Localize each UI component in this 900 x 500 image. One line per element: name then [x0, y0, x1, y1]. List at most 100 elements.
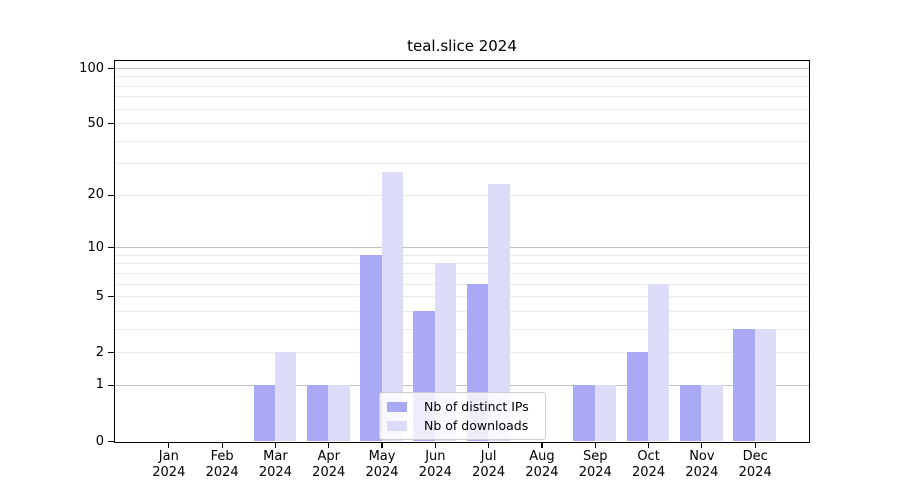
x-tick-label-line: Oct: [637, 449, 660, 464]
bar-nb-of-distinct-ips-apr-2024: [306, 384, 329, 441]
x-tick-oct-2024: [647, 443, 650, 448]
x-tick-label-line: 2024: [418, 465, 452, 480]
y-tick-label-50: 50: [87, 115, 104, 131]
y-tick-2: [108, 352, 114, 354]
bar-nb-of-distinct-ips-sep-2024: [573, 384, 595, 441]
x-tick-label-nov-2024: Nov 2024: [672, 449, 732, 481]
x-tick-label-mar-2024: Mar 2024: [245, 449, 305, 481]
x-tick-label-oct-2024: Oct 2024: [619, 449, 679, 481]
y-tick-1: [108, 384, 114, 387]
x-tick-label-jan-2024: Jan 2024: [139, 449, 199, 481]
gridline-minor-40: [115, 140, 809, 142]
gridline-minor-20: [115, 194, 809, 196]
x-tick-label-line: 2024: [365, 465, 399, 480]
x-tick-label-line: Dec: [742, 449, 768, 464]
legend-item-downloads: Nb of downloads: [387, 417, 537, 434]
bar-nb-of-distinct-ips-dec-2024: [733, 328, 755, 441]
y-tick-10: [108, 247, 114, 249]
bar-nb-of-downloads-oct-2024: [648, 283, 670, 441]
legend-swatch-distinct-ips: [387, 401, 407, 412]
x-tick-label-line: 2024: [205, 465, 239, 480]
gridline-minor-60: [115, 108, 809, 110]
legend-label-distinct-ips: Nb of distinct IPs: [424, 399, 529, 414]
x-tick-may-2024: [381, 443, 383, 448]
x-tick-label-line: 2024: [258, 465, 292, 480]
gridline-minor-3: [115, 328, 809, 330]
y-tick-5: [108, 296, 114, 298]
x-tick-label-dec-2024: Dec 2024: [725, 449, 785, 481]
bar-nb-of-downloads-may-2024: [381, 171, 403, 441]
x-tick-label-line: 2024: [578, 465, 612, 480]
x-tick-label-line: 2024: [738, 465, 772, 480]
x-tick-label-line: 2024: [152, 465, 186, 480]
x-tick-label-feb-2024: Feb 2024: [192, 449, 252, 481]
legend: Nb of distinct IPs Nb of downloads: [379, 392, 546, 440]
x-tick-label-line: 2024: [472, 465, 506, 480]
legend-item-distinct-ips: Nb of distinct IPs: [387, 398, 537, 415]
x-tick-label-line: Sep: [583, 449, 608, 464]
bar-nb-of-downloads-dec-2024: [754, 328, 777, 441]
x-tick-label-jun-2024: Jun 2024: [405, 449, 465, 481]
x-tick-label-line: Feb: [210, 449, 234, 464]
gridline-minor-7: [115, 272, 809, 274]
x-tick-label-line: Aug: [529, 449, 555, 464]
gridline-minor-90: [115, 76, 809, 78]
gridline-minor-70: [115, 96, 809, 98]
gridline-minor-4: [115, 310, 809, 312]
gridline-minor-9: [115, 254, 809, 256]
x-tick-mar-2024: [274, 443, 276, 448]
x-tick-label-line: 2024: [685, 465, 719, 480]
x-tick-label-line: May: [368, 449, 396, 464]
y-tick-label-100: 100: [79, 60, 104, 76]
y-tick-50: [108, 123, 114, 125]
plot-area: [114, 60, 810, 443]
legend-label-downloads: Nb of downloads: [424, 418, 529, 433]
gridline-minor-8: [115, 263, 809, 265]
x-tick-label-apr-2024: Apr 2024: [299, 449, 359, 481]
x-tick-label-line: 2024: [525, 465, 559, 480]
bar-nb-of-distinct-ips-oct-2024: [626, 352, 649, 441]
bar-nb-of-distinct-ips-nov-2024: [679, 384, 702, 441]
y-tick-label-5: 5: [95, 288, 104, 304]
x-tick-label-line: 2024: [632, 465, 666, 480]
gridline-major-10: [115, 247, 809, 249]
gridline-major-100: [115, 68, 809, 69]
x-tick-jan-2024: [168, 443, 170, 448]
x-tick-jul-2024: [488, 443, 490, 448]
y-tick-label-2: 2: [95, 344, 104, 360]
x-tick-apr-2024: [328, 443, 330, 448]
x-tick-feb-2024: [221, 443, 223, 448]
bar-nb-of-distinct-ips-mar-2024: [253, 384, 275, 441]
x-tick-label-aug-2024: Aug 2024: [512, 449, 572, 481]
x-tick-label-may-2024: May 2024: [352, 449, 412, 481]
y-tick-20: [108, 194, 114, 197]
y-tick-label-20: 20: [87, 187, 104, 203]
x-tick-label-line: Mar: [263, 449, 288, 464]
chart-title: teal.slice 2024: [407, 37, 517, 55]
bar-nb-of-downloads-apr-2024: [328, 384, 350, 441]
bar-nb-of-downloads-nov-2024: [701, 384, 723, 441]
x-tick-nov-2024: [701, 443, 703, 448]
gridline-minor-50: [115, 123, 809, 125]
x-tick-jun-2024: [434, 443, 436, 448]
gridline-minor-30: [115, 163, 809, 165]
x-tick-label-line: Jul: [480, 449, 497, 464]
x-tick-dec-2024: [754, 443, 756, 448]
y-tick-label-1: 1: [95, 377, 104, 393]
x-tick-label-line: Jan: [158, 449, 179, 464]
x-tick-label-sep-2024: Sep 2024: [565, 449, 625, 481]
y-tick-100: [108, 67, 114, 70]
bar-nb-of-distinct-ips-may-2024: [360, 254, 382, 441]
gridline-minor-6: [115, 283, 809, 285]
bar-nb-of-downloads-mar-2024: [274, 352, 297, 441]
y-tick-0: [108, 440, 114, 443]
gridline-major-1: [115, 384, 809, 386]
gridline-minor-5: [115, 296, 809, 298]
x-tick-label-line: Jun: [425, 449, 446, 464]
y-tick-label-10: 10: [87, 239, 104, 255]
x-tick-sep-2024: [594, 443, 596, 448]
x-tick-label-line: Apr: [317, 449, 340, 464]
x-tick-label-line: Nov: [689, 449, 715, 464]
y-tick-label-0: 0: [95, 433, 104, 449]
